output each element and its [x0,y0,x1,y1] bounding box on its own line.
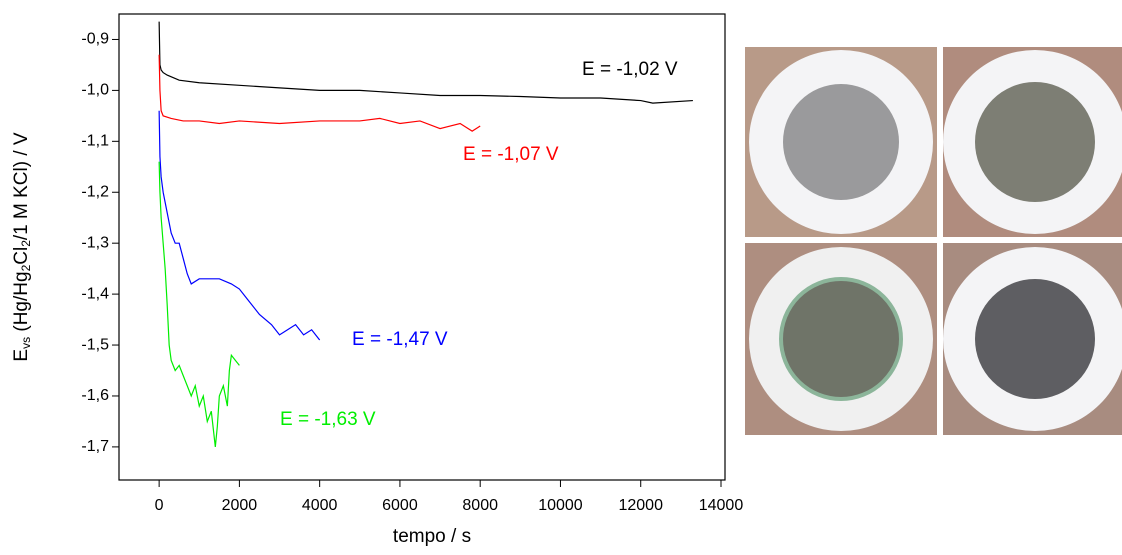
y-axis-label-part: 2 [19,240,33,247]
photo-disc [975,279,1095,399]
y-tick-label: -1,6 [81,387,109,404]
x-axis-label: tempo / s [393,526,471,547]
x-tick-label: 12000 [618,497,663,514]
y-tick-label: -1,2 [81,183,109,200]
data-line [158,161,240,447]
photo-disc [779,277,903,401]
series-label: E = -1,47 V [352,329,448,350]
x-tick-label: 4000 [302,497,338,514]
photo-disc [975,82,1095,202]
plot-frame [118,13,726,481]
data-line [158,21,693,104]
y-axis-label-part: E [11,349,32,362]
x-tick-label: 14000 [699,497,744,514]
x-tick-label: 2000 [222,497,258,514]
photos [745,47,1122,435]
y-axis-label-part: /1 M KCl) / V [11,132,32,240]
y-tick-label: -1,1 [81,133,109,150]
series-label: E = -1,07 V [463,144,559,165]
series-label: E = -1,02 V [582,59,678,80]
y-axis-label-part: (Hg/Hg [11,271,32,336]
y-tick-label: -0,9 [81,31,109,48]
y-axis-label-part: vs [19,337,33,349]
y-tick-label: -1,3 [81,234,109,251]
photo-disc [783,84,899,200]
data-line [158,110,321,341]
series-label: E = -1,63 V [280,409,376,430]
data-line [158,54,481,132]
y-axis-label-part: Cl [11,247,32,265]
y-tick-label: -1,7 [81,438,109,455]
y-axis-label-part: 2 [19,264,33,271]
x-tick-label: 10000 [538,497,583,514]
y-tick-label: -1,5 [81,336,109,353]
x-tick-label: 6000 [382,497,418,514]
y-tick-label: -1,4 [81,285,109,302]
x-tick-label: 8000 [462,497,498,514]
y-tick-label: -1,0 [81,82,109,99]
x-tick-label: 0 [155,497,164,514]
y-axis-label: Evs (Hg/Hg2Cl2/1 M KCl) / V [11,132,33,361]
